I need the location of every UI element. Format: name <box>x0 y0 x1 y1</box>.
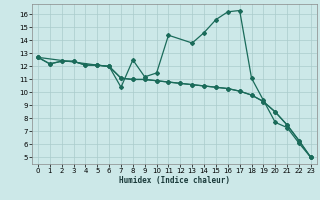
X-axis label: Humidex (Indice chaleur): Humidex (Indice chaleur) <box>119 176 230 185</box>
